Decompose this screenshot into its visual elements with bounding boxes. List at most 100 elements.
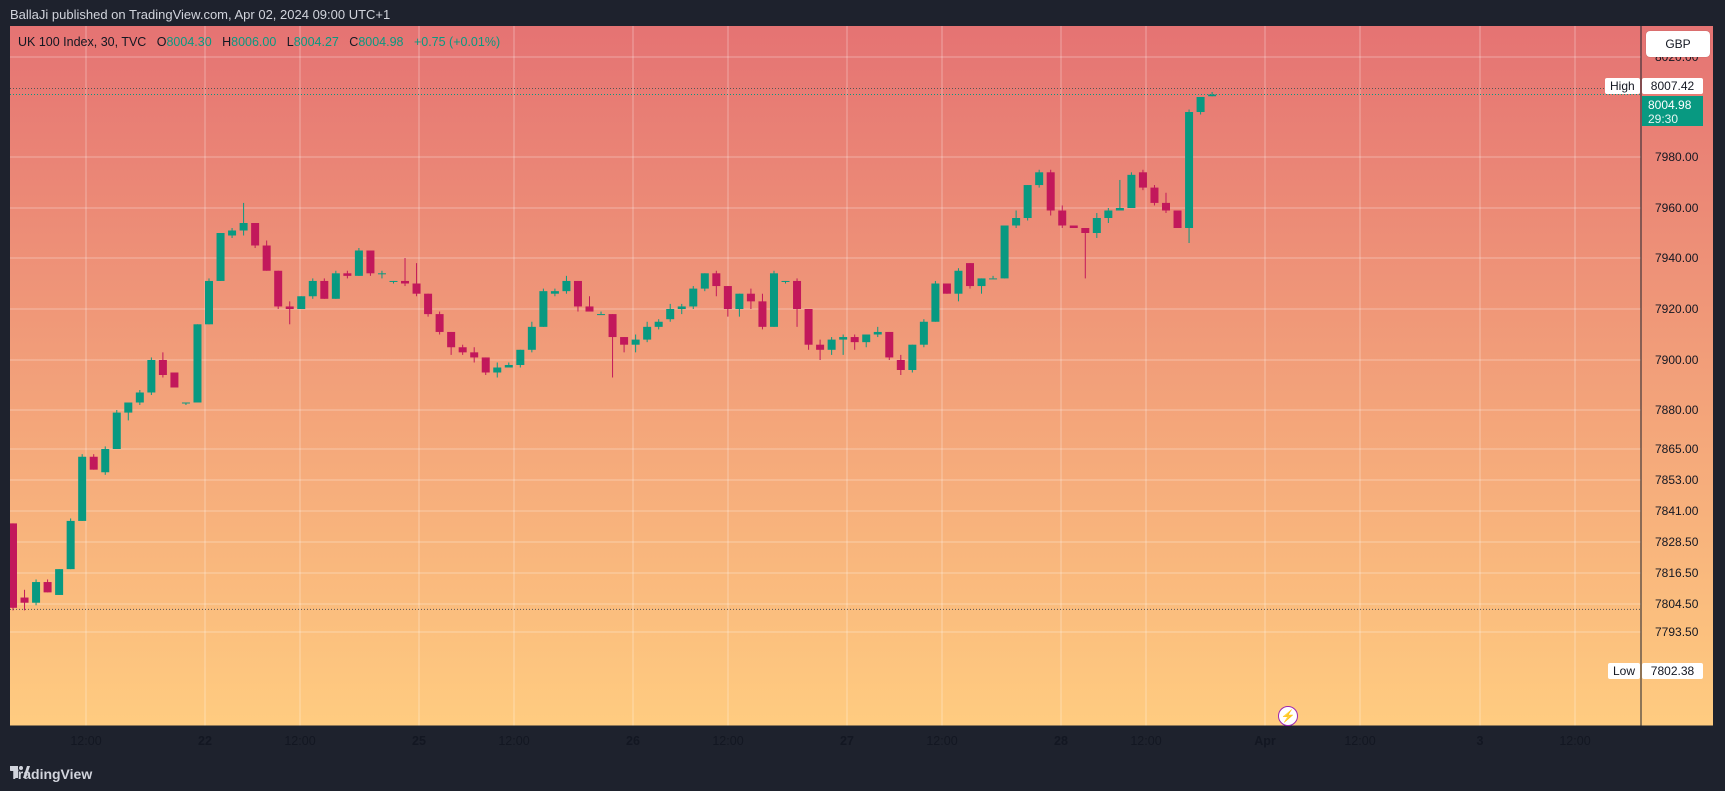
candle [285,301,294,325]
candle-body [89,456,98,470]
lightning-icon[interactable]: ⚡ [1278,706,1298,726]
candle [228,228,237,238]
candle [297,296,306,309]
candle-body [158,360,167,375]
candle [331,270,340,299]
candle [412,263,421,297]
candle-body [377,273,386,275]
candle-body [135,392,144,403]
candle-body [205,280,214,325]
candle-body [308,280,317,297]
candle-body [954,270,963,294]
candle-body [885,331,894,358]
candle-body [608,314,617,338]
candle [631,334,640,353]
candle-body [55,569,64,595]
candle-body [539,291,548,327]
last-price: 8004.98 [1648,98,1692,112]
candle-body [689,288,698,307]
candle-body [124,402,133,413]
candle-body [1046,172,1055,211]
x-tick-label: 28 [1054,734,1068,748]
candle-body [527,326,536,350]
candle-body [896,360,905,370]
candle-body [620,337,629,345]
candle [1069,225,1078,228]
legend-symbol: UK 100 Index, 30, TVC [18,35,147,49]
candle-body [643,326,652,340]
y-tick-label: 7880.00 [1655,403,1699,417]
candle-body [78,456,87,521]
candle-body [366,250,375,274]
candle [274,270,283,309]
candle-body [216,233,225,281]
candle [320,278,329,299]
chart-area[interactable]: 8020.00 7980.00 7960.00 7940.00 7920.00 7900.… [10,26,1713,756]
candle-body [793,280,802,309]
candle [919,319,928,348]
bar-countdown: 29:30 [1648,112,1679,126]
candle [343,270,352,279]
candle [908,344,917,373]
candle-body [919,321,928,345]
candle-body [516,349,525,365]
candle-body [965,263,974,287]
candle-body [20,597,29,603]
candle-body [1058,210,1067,226]
candle [1196,97,1205,115]
candle [1185,109,1194,243]
legend-change: +0.75 (+0.01%) [413,35,501,49]
logo-text: TradingView [10,766,93,782]
candle-body [804,309,813,345]
low-value: 7802.38 [1642,663,1703,679]
candle [954,268,963,302]
x-tick-label: 12:00 [498,734,529,748]
candle [1092,213,1101,238]
candle [873,326,882,338]
candle [550,288,559,297]
candle-body [769,273,778,327]
candle-body [251,223,260,246]
candle-body [1196,97,1205,112]
candle [89,454,98,470]
candlestick-chart[interactable]: 8020.007980.007960.007940.007920.007900.… [10,26,1713,756]
candle [101,446,110,475]
candle-body [862,334,871,343]
candle [366,250,375,276]
candle-body [1104,210,1113,218]
x-tick-label: 12:00 [1130,734,1161,748]
candle-body [666,309,675,320]
candle-body [850,337,859,343]
candle [965,263,974,289]
candle [585,296,594,312]
candle [170,372,179,388]
candle-body [931,283,940,322]
tradingview-logo[interactable]: TradingView [10,766,92,782]
candle [354,248,363,276]
candle [804,309,813,350]
candle [527,321,536,353]
candle [931,280,940,322]
x-tick-label: Apr [1254,734,1276,748]
candle [573,280,582,312]
candle [181,402,190,405]
candle [562,275,571,294]
x-tick-label: 12:00 [1344,734,1375,748]
candle-body [354,250,363,276]
x-tick-label: 26 [626,734,640,748]
candle-body [758,301,767,327]
candle [1000,225,1009,279]
candle-body [262,245,271,271]
y-tick-label: 7865.00 [1655,442,1699,456]
currency-button[interactable]: GBP [1646,31,1710,57]
candle-body [1127,174,1136,208]
candle [124,402,133,421]
candle [677,303,686,315]
candle-body [654,321,663,327]
candle [147,357,156,395]
candle-body [1162,202,1170,211]
candle [158,352,167,378]
price-axis-background[interactable] [1641,26,1713,726]
candle-body [1012,218,1021,226]
candle [458,344,467,355]
